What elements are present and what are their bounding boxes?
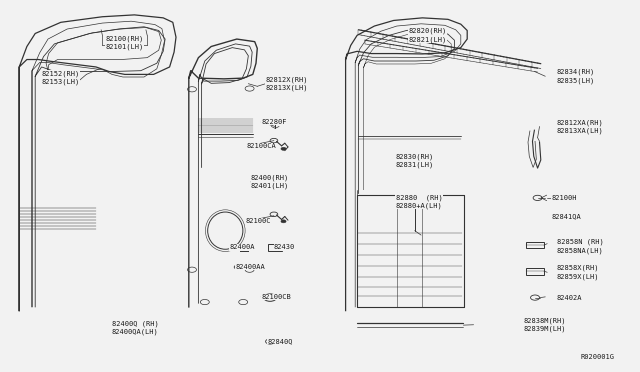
Circle shape [281,147,286,150]
Text: 82280F: 82280F [261,119,287,125]
Text: 82830(RH)
82831(LH): 82830(RH) 82831(LH) [396,154,434,169]
Text: 82812XA(RH)
82813XA(LH): 82812XA(RH) 82813XA(LH) [557,119,604,134]
Text: 82100CA: 82100CA [246,143,276,149]
Text: 82820(RH)
82821(LH): 82820(RH) 82821(LH) [408,28,447,43]
Text: R020001G: R020001G [580,354,614,360]
Text: 82858X(RH)
82859X(LH): 82858X(RH) 82859X(LH) [557,265,599,280]
Text: 82400A: 82400A [229,244,255,250]
Text: 82838M(RH)
82839M(LH): 82838M(RH) 82839M(LH) [524,317,566,332]
Text: 82100C: 82100C [246,218,271,224]
Text: 82834(RH)
82835(LH): 82834(RH) 82835(LH) [557,69,595,84]
Text: 82402A: 82402A [557,295,582,301]
Text: 82100H: 82100H [552,195,577,201]
Text: 82100(RH)
82101(LH): 82100(RH) 82101(LH) [106,35,144,50]
Text: 82400AA: 82400AA [236,264,265,270]
Text: 82841QA: 82841QA [552,213,581,219]
Text: 82840Q: 82840Q [268,338,293,344]
Text: 82858N (RH)
82858NA(LH): 82858N (RH) 82858NA(LH) [557,239,604,254]
Text: 82100CB: 82100CB [261,294,291,300]
Text: 82430: 82430 [274,244,295,250]
Text: 82880  (RH)
82880+A(LH): 82880 (RH) 82880+A(LH) [396,194,442,209]
Circle shape [281,220,286,223]
Circle shape [268,296,273,299]
Text: 82400Q (RH)
82400QA(LH): 82400Q (RH) 82400QA(LH) [112,321,159,336]
Text: 82812X(RH)
82813X(LH): 82812X(RH) 82813X(LH) [266,76,308,91]
Text: 82400(RH)
82401(LH): 82400(RH) 82401(LH) [251,174,289,189]
Text: 82152(RH)
82153(LH): 82152(RH) 82153(LH) [42,71,80,86]
